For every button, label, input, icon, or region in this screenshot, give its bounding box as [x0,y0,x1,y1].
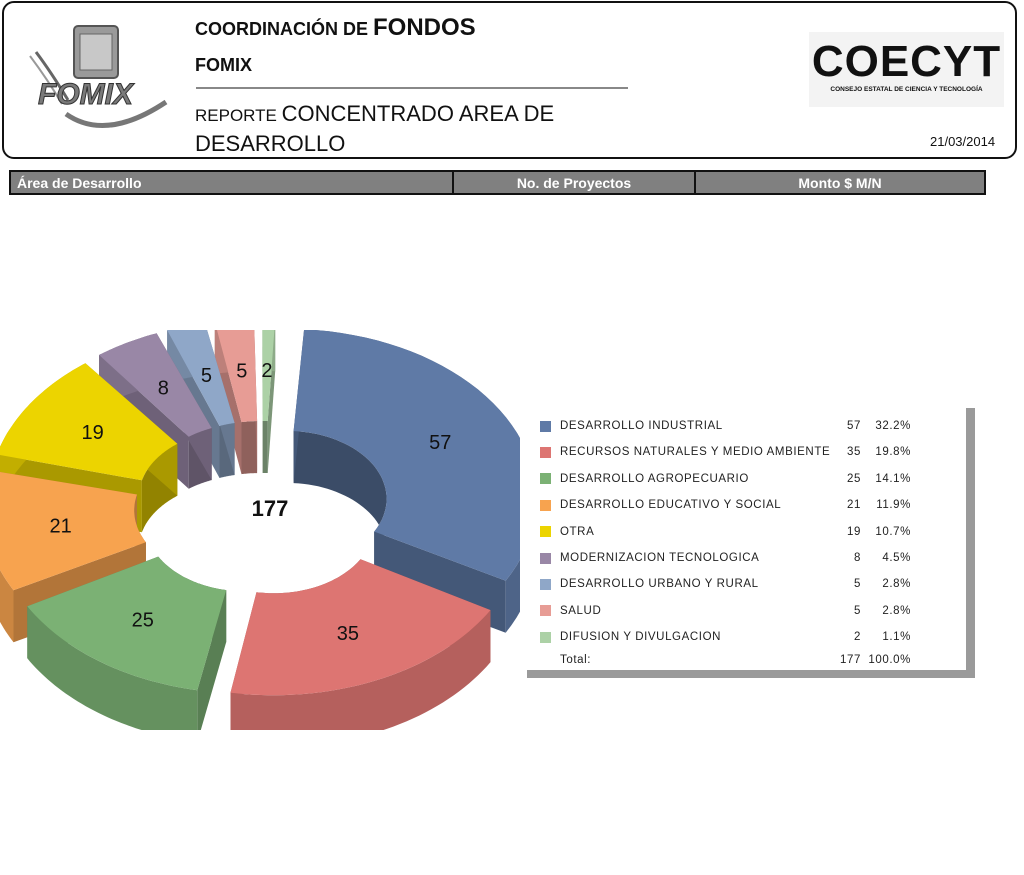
legend-percent: 14.1% [875,472,911,485]
donut-slice: 57 [293,330,520,633]
legend-label: RECURSOS NATURALES Y MEDIO AMBIENTE [560,446,831,459]
report-name-main: CONCENTRADO AREA DE DESARROLLO [195,101,555,156]
fomix-logo: FOMIX [29,25,168,128]
donut-center-total: 177 [252,496,289,521]
legend-percent: 2.8% [882,578,911,591]
legend-count: 8 [854,552,861,564]
slice-value-label: 25 [132,610,154,632]
column-header-projects: No. de Proyectos [454,172,696,193]
slice-value-label: 21 [49,515,71,537]
legend-label: DESARROLLO URBANO Y RURAL [560,578,759,591]
legend-swatch [540,631,551,643]
legend-label: OTRA [560,525,595,538]
legend-item: DESARROLLO AGROPECUARIO 25 14.1% [540,469,911,489]
legend-count: 25 [847,472,861,485]
legend-label: MODERNIZACION TECNOLOGICA [560,552,760,564]
legend-swatch [540,446,551,458]
title-main: FONDOS [373,14,476,41]
legend-item: SALUD 5 2.8% [540,601,911,621]
report-date: 21/03/2014 [930,134,996,149]
legend-label: DIFUSION Y DIVULGACION [560,631,722,644]
title-prefix: COORDINACIÓN DE [195,19,374,39]
legend-percent: 11.9% [876,499,911,512]
legend-percent: 32.2% [875,420,911,432]
legend-item: DESARROLLO EDUCATIVO Y SOCIAL 21 11.9% [540,495,911,515]
legend-percent: 19.8% [875,446,911,459]
legend-swatch [540,605,551,617]
header-divider [196,87,628,89]
legend-swatch [540,420,551,432]
legend-item: OTRA 19 10.7% [540,522,911,542]
donut-slice: 2 [261,330,276,474]
legend-item: DESARROLLO INDUSTRIAL 57 32.2% [540,416,911,436]
svg-text:FOMIX: FOMIX [38,78,135,111]
legend-percent: 4.5% [882,552,911,564]
column-header-amount: Monto $ M/N [798,175,882,191]
donut-slice: 25 [27,556,227,730]
legend-percent: 1.1% [882,631,911,644]
slice-value-label: 19 [81,422,103,444]
legend-count: 19 [847,525,861,538]
coecyt-logo-name: COECYT [811,37,1002,86]
legend-count: 5 [854,604,861,617]
legend-item: RECURSOS NATURALES Y MEDIO AMBIENTE 35 19.… [540,442,911,462]
report-title-line1: COORDINACIÓN DE FONDOS [195,14,476,42]
legend-label: DESARROLLO EDUCATIVO Y SOCIAL [560,499,782,512]
slice-value-label: 57 [429,432,451,454]
legend-item: MODERNIZACION TECNOLOGICA 8 4.5% [540,548,911,568]
legend-swatch [540,473,551,485]
legend-percent: 2.8% [882,604,911,617]
donut-slice: 35 [230,559,491,730]
legend-total-label: Total: [560,653,592,666]
table-header: Área de Desarrollo No. de Proyectos Mont… [9,170,986,195]
legend-swatch [540,499,551,511]
legend-count: 2 [854,631,861,644]
legend-count: 5 [854,578,861,591]
donut-slice: 5 [214,330,258,475]
slice-value-label: 35 [337,623,359,645]
column-header-area: Área de Desarrollo [11,172,454,193]
legend-shadow [527,670,975,678]
legend-shadow [966,408,975,678]
legend-swatch [540,552,551,564]
slice-value-label: 8 [158,377,169,399]
legend-count: 21 [847,499,861,512]
coecyt-logo: COECYT CONSEJO ESTATAL DE CIENCIA Y TECN… [809,32,1004,107]
slice-value-label: 5 [201,365,212,387]
legend-label: SALUD [560,604,602,617]
slice-value-label: 5 [236,361,247,383]
legend-count: 35 [847,446,861,459]
coecyt-logo-subtitle: CONSEJO ESTATAL DE CIENCIA Y TECNOLOGÍA [830,86,983,93]
legend-swatch [540,526,551,538]
legend-panel [527,405,966,670]
legend-total: Total: 177 100.0% [540,650,911,670]
legend-label: DESARROLLO INDUSTRIAL [560,420,723,432]
slice-value-label: 2 [261,360,272,382]
legend-label: DESARROLLO AGROPECUARIO [560,472,749,485]
report-name-prefix: REPORTE [195,106,282,125]
legend-swatch [540,578,551,590]
legend-count: 57 [847,420,861,432]
legend-item: DIFUSION Y DIVULGACION 2 1.1% [540,627,911,647]
report-subtitle: FOMIX [195,55,252,75]
report-name: REPORTE CONCENTRADO AREA DE DESARROLLO [195,100,615,160]
legend-total-count: 177 [840,653,861,666]
legend-total-percent: 100.0% [868,653,911,666]
legend-item: DESARROLLO URBANO Y RURAL 5 2.8% [540,574,911,594]
legend-percent: 10.7% [875,525,911,538]
